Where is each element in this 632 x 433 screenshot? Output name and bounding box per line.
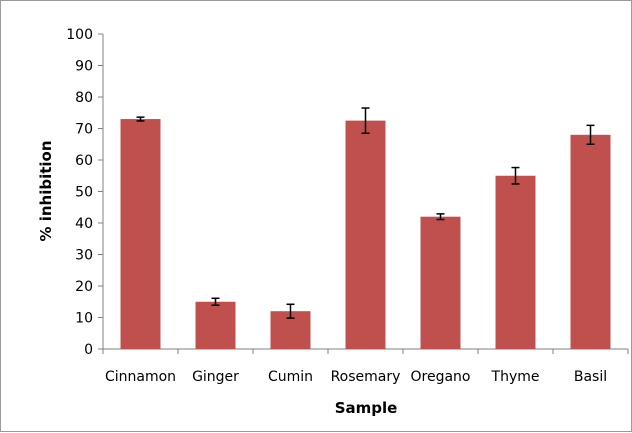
x-tick-label: Cinnamon [105,369,176,385]
y-axis: 0 10 20 30 40 50 60 70 80 90 100 [66,27,104,358]
y-tick-label: 80 [75,90,93,106]
x-axis: Cinnamon Ginger Cumin Rosemary Oregano Thyme B… [102,348,629,385]
error-bar-cumin [286,303,295,319]
error-bar-rosemary [361,107,370,134]
x-axis-title: Sample [335,399,398,417]
bar-thyme [495,175,536,349]
y-tick-label: 70 [75,122,93,138]
y-tick-label: 60 [75,153,93,169]
x-tick-label: Thyme [491,369,540,385]
bars [120,107,611,349]
y-tick-label: 20 [75,279,93,295]
bar-rosemary [345,120,386,349]
error-bar-thyme [511,166,520,185]
y-tick-label: 10 [75,311,93,327]
bar-basil [570,134,611,349]
y-tick-label: 50 [75,185,93,201]
y-tick-label: 40 [75,216,93,232]
y-tick-label: 100 [66,27,93,43]
bar-ginger [195,301,236,349]
error-bar-oregano [436,213,445,221]
y-tick-label: 90 [75,59,93,75]
bar-cinnamon [120,119,161,349]
error-bar-ginger [211,297,220,306]
x-tick-label: Cumin [268,369,313,385]
x-tick-label: Rosemary [331,369,401,385]
error-bar-cinnamon [136,116,145,122]
y-axis-title: % inhibition [37,140,55,241]
x-tick-label: Ginger [192,369,239,385]
error-bar-basil [586,124,595,145]
x-tick-label: Basil [574,369,607,385]
y-tick-label: 30 [75,248,93,264]
bar-oregano [420,216,461,349]
y-tick-label: 0 [84,342,93,358]
x-tick-label: Oregano [411,369,471,385]
